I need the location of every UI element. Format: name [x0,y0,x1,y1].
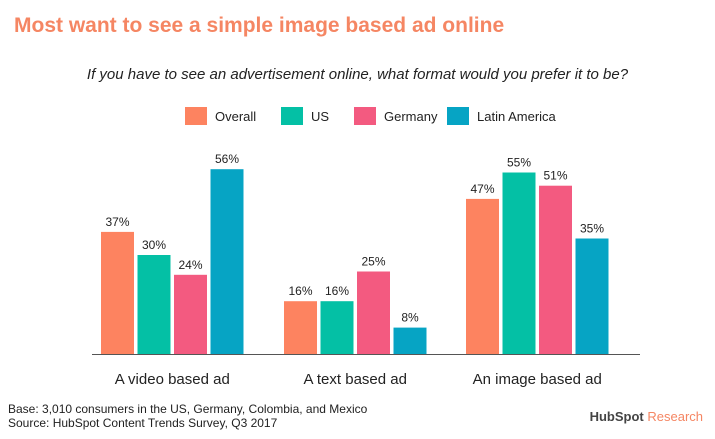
brand-name: HubSpot [589,409,644,424]
bar-an-image-based-ad-overall [466,198,499,354]
data-label-a-video-based-ad-us: 30% [142,238,166,252]
chart-title: Most want to see a simple image based ad… [14,14,505,37]
data-label-an-image-based-ad-latin-america: 35% [580,222,604,236]
bar-a-video-based-ad-germany [174,274,207,354]
bar-a-video-based-ad-latin-america [210,169,244,354]
category-label-a-text-based-ad: A text based ad [304,371,407,388]
legend: Overall US Germany Latin America [0,105,715,127]
bar-an-image-based-ad-latin-america [575,238,609,354]
legend-item-overall: Overall [185,105,256,127]
category-label-a-video-based-ad: A video based ad [115,371,230,388]
chart-subtitle: If you have to see an advertisement onli… [86,66,629,83]
data-label-a-text-based-ad-us: 16% [325,284,349,298]
category-label-an-image-based-ad: An image based ad [473,371,602,388]
bar-an-image-based-ad-us [502,172,536,354]
legend-label-overall: Overall [215,108,257,124]
bar-a-text-based-ad-us [320,301,354,354]
legend-item-germany: Germany [354,105,437,127]
legend-item-latin-america: Latin America [447,105,556,127]
data-label-a-text-based-ad-germany: 25% [361,255,385,269]
brand-suffix: Research [643,409,703,424]
data-label-an-image-based-ad-germany: 51% [543,169,567,183]
data-label-an-image-based-ad-overall: 47% [470,182,494,196]
legend-label-latin-america: Latin America [477,108,556,124]
brand-logo: HubSpot Research [590,409,703,424]
data-label-a-video-based-ad-overall: 37% [105,215,129,229]
bar-a-video-based-ad-us [137,255,171,354]
legend-label-germany: Germany [384,108,438,124]
footnote-base: Base: 3,010 consumers in the US, Germany… [8,402,368,416]
bar-a-text-based-ad-germany [357,271,390,354]
bar-an-image-based-ad-germany [539,185,572,354]
data-label-a-video-based-ad-germany: 24% [178,258,202,272]
bar-a-video-based-ad-overall [101,231,134,354]
bar-a-text-based-ad-overall [284,301,317,354]
footnote-source: Source: HubSpot Content Trends Survey, Q… [8,416,278,430]
data-label-a-video-based-ad-latin-america: 56% [215,152,239,166]
data-label-a-text-based-ad-overall: 16% [288,284,312,298]
legend-label-us: US [311,108,330,124]
legend-swatch-germany [354,107,376,125]
legend-item-us: US [281,105,329,127]
data-label-a-text-based-ad-latin-america: 8% [401,311,419,325]
legend-swatch-overall [185,107,207,125]
legend-swatch-us [281,107,303,125]
bar-a-text-based-ad-latin-america [393,327,427,354]
legend-swatch-latin-america [447,107,469,125]
data-label-an-image-based-ad-us: 55% [507,156,531,170]
